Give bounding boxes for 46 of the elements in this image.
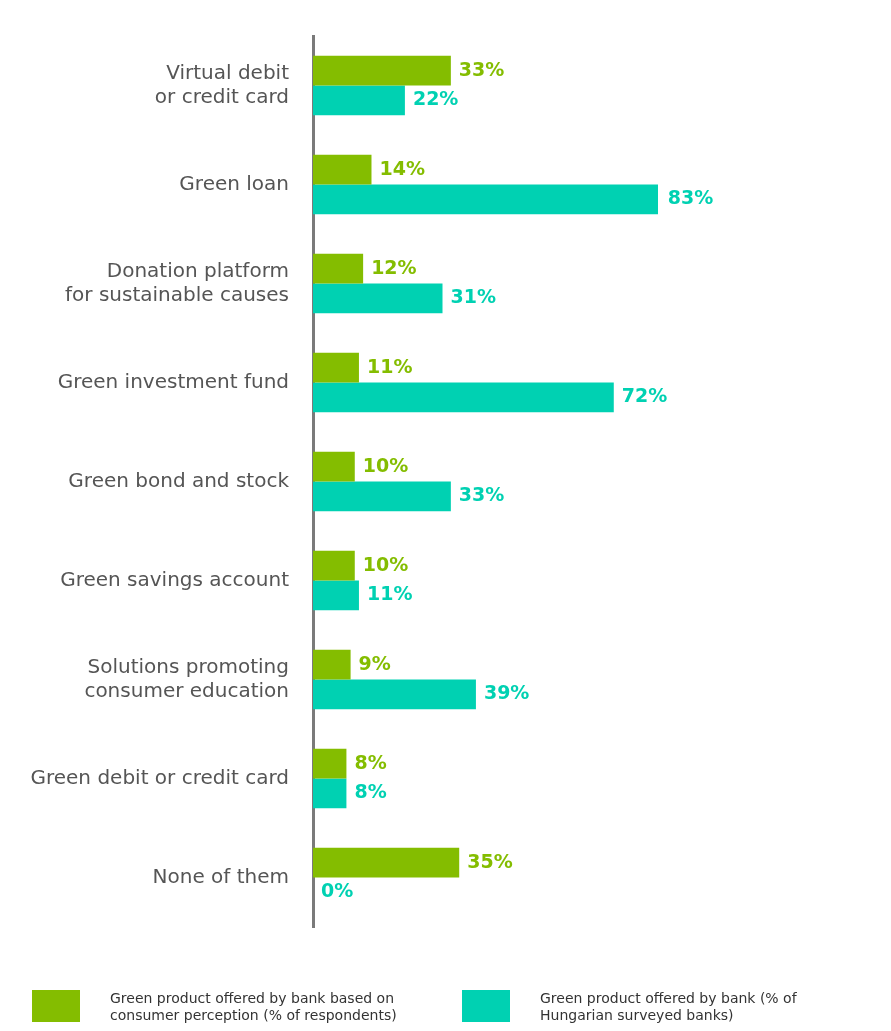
data-label: 9% xyxy=(358,651,391,674)
data-label: 33% xyxy=(458,57,505,80)
bar xyxy=(313,580,359,611)
data-label: 31% xyxy=(450,285,496,308)
bar xyxy=(313,352,359,383)
data-label: 33% xyxy=(458,483,505,506)
bar xyxy=(313,283,443,314)
data-label: 10% xyxy=(362,453,409,476)
y-tick-label: Green investment fund xyxy=(57,368,289,393)
y-tick-label: Green savings account xyxy=(60,566,290,591)
data-label: 39% xyxy=(483,681,530,704)
bar xyxy=(313,481,451,512)
data-label: 10% xyxy=(362,552,409,575)
y-tick-label: Virtual debit or credit card xyxy=(154,59,290,108)
bar xyxy=(313,382,614,413)
data-label: 83% xyxy=(667,186,714,209)
y-tick-label: Green debit or credit card xyxy=(30,764,289,789)
bar xyxy=(313,154,372,185)
data-label: 8% xyxy=(354,780,387,803)
bar xyxy=(313,550,355,581)
y-tick-label: Green bond and stock xyxy=(68,467,290,492)
bar xyxy=(313,451,355,482)
bar xyxy=(313,778,347,809)
bar xyxy=(313,85,405,116)
y-tick-label: Green loan xyxy=(179,170,289,195)
y-tick-label: Donation platform for sustainable causes xyxy=(65,257,289,306)
y-tick-label: None of them xyxy=(152,863,289,888)
data-label: 0% xyxy=(321,879,354,902)
data-label: 14% xyxy=(379,156,425,179)
data-label: 11% xyxy=(366,582,413,605)
bar xyxy=(313,847,460,878)
bar xyxy=(313,184,658,215)
data-label: 11% xyxy=(366,354,413,377)
y-tick-label: Solutions promoting consumer education xyxy=(84,653,289,702)
legend-label: Green product offered by bank based on consumer perception (% of respondents) xyxy=(110,990,398,1024)
bar xyxy=(313,55,451,86)
bar xyxy=(313,253,364,284)
bar xyxy=(313,748,347,779)
data-label: 8% xyxy=(354,750,387,773)
data-label: 22% xyxy=(412,87,459,110)
data-label: 72% xyxy=(621,384,668,407)
data-label: 12% xyxy=(371,255,417,278)
bar xyxy=(313,649,351,680)
bar xyxy=(313,679,476,710)
legend-label: Green product offered by bank (% of Hungarian surveyed banks) xyxy=(540,990,798,1024)
data-label: 35% xyxy=(467,849,513,872)
